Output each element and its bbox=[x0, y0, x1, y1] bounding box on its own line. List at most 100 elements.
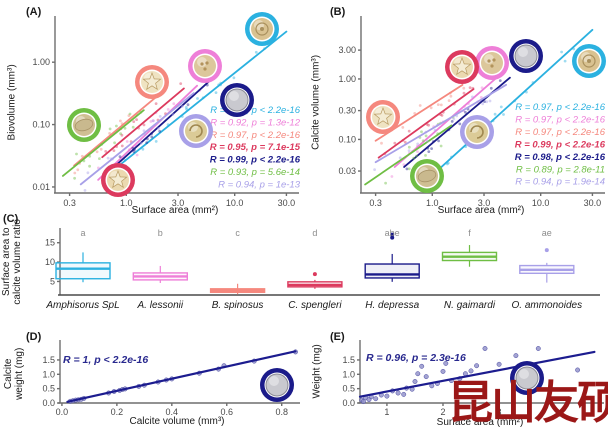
boxplot-spengleri bbox=[287, 272, 343, 289]
organism-badge-amphisorus bbox=[572, 44, 606, 78]
category-label-gaimardi: N. gaimardi bbox=[444, 300, 496, 311]
x-tick-label: 0.3 bbox=[63, 198, 76, 208]
regression-line-ammonoides bbox=[79, 92, 195, 186]
panel-b-y-axis-label: Calcite volume (mm³) bbox=[310, 54, 322, 150]
stat-spinosus: R = 0.97, p < 2.2e-16 bbox=[515, 127, 606, 138]
regression-line-amphisorus bbox=[114, 30, 288, 170]
y-tick-label: 0.01 bbox=[32, 182, 50, 192]
x-tick-label: 2 bbox=[440, 407, 445, 417]
organism-badge-gaimardi bbox=[410, 159, 444, 193]
organism-photo-depressa bbox=[515, 45, 537, 67]
panel-a-x-axis-label: Surface area (mm²) bbox=[131, 205, 219, 216]
panel-c-boxplot: 5 10 15 a Amphisorus SpL b A. lessonii c B. spin… bbox=[45, 228, 600, 311]
stat-gaimardi: R = 0.89, p = 2.8e-11 bbox=[516, 164, 605, 175]
regression-line-amphisorus bbox=[417, 28, 594, 189]
x-tick-label: 1.0 bbox=[120, 198, 133, 208]
organism-photo-depressa bbox=[516, 367, 538, 389]
boxplot-ammonoides bbox=[519, 248, 575, 283]
panel-a-label: (A) bbox=[26, 6, 42, 18]
y-tick-label: 0.03 bbox=[338, 166, 356, 176]
panel-d-chart: 0.0 0.2 0.4 0.6 0.8 0.0 0.5 1.0 1.5 R = 1, p < 2.… bbox=[42, 340, 300, 417]
organism-badge-depressa bbox=[509, 39, 543, 73]
panel-b-x-axis-label: Surface area (mm²) bbox=[437, 205, 525, 216]
regression-line-spengleri bbox=[377, 88, 475, 159]
category-label-spinosus: B. spinosus bbox=[212, 300, 264, 311]
stat-amphisorus: R = 0.99, p < 2.2e-16 bbox=[210, 105, 301, 116]
organism-photo-ammonoides bbox=[466, 121, 488, 143]
x-tick-label: 0.8 bbox=[275, 407, 288, 417]
category-label-depressa: H. depressa bbox=[365, 300, 419, 311]
panel-b-label: (B) bbox=[330, 6, 346, 18]
panel-e-x-axis-label: Surface area (mm²) bbox=[436, 417, 524, 428]
regression-line-gaimardi bbox=[364, 124, 453, 186]
y-tick-label: 0.0 bbox=[342, 398, 355, 408]
outlier-point bbox=[390, 232, 395, 237]
significance-letter-gaimardi: f bbox=[468, 228, 471, 238]
boxplot-depressa bbox=[364, 232, 420, 282]
y-tick-label: 1.0 bbox=[342, 369, 355, 379]
stat-lessonii: R = 0.97, p < 2.2e-16 bbox=[515, 114, 606, 125]
y-tick-label: 0.10 bbox=[338, 134, 356, 144]
boxplot-spinosus bbox=[209, 283, 266, 295]
series-amphisorus bbox=[114, 30, 288, 170]
y-tick-label: 5 bbox=[50, 276, 55, 286]
significance-letter-lessonii: b bbox=[158, 228, 163, 238]
regression-line-spinosus bbox=[73, 95, 158, 167]
y-tick-label: 0.10 bbox=[32, 120, 50, 130]
series-spengleri bbox=[101, 82, 185, 159]
stat-depressa: R = 0.98, p < 2.2e-16 bbox=[515, 152, 606, 163]
regression-line-spengleri bbox=[101, 87, 185, 159]
regression-line bbox=[358, 350, 596, 398]
boxplot-gaimardi bbox=[441, 245, 498, 267]
significance-letter-spinosus: c bbox=[235, 228, 240, 238]
x-tick-label: 3 bbox=[497, 407, 502, 417]
x-tick-label: 0.6 bbox=[221, 407, 234, 417]
regression-line bbox=[66, 350, 297, 403]
category-label-lessonii: A. lessonii bbox=[137, 300, 184, 311]
series-calcite bbox=[66, 349, 298, 404]
x-tick-label: 10.0 bbox=[226, 198, 244, 208]
stat-gaimardi: R = 0.93, p = 5.6e-14 bbox=[210, 167, 300, 178]
y-tick-label: 1.0 bbox=[42, 369, 55, 379]
organism-photo-ammonoides bbox=[185, 120, 207, 142]
stat-ammonoides: R = 0.94, p = 1.9e-14 bbox=[515, 177, 605, 188]
panel-e-chart: 1 2 3 0.0 0.5 1.0 1.5 R = 0.96, p = 2.3e-16 bbox=[342, 340, 604, 417]
x-tick-label: 30.0 bbox=[584, 198, 602, 208]
boxplot-lessonii bbox=[132, 265, 189, 283]
x-tick-label: 0.2 bbox=[111, 407, 124, 417]
series-calcite bbox=[358, 346, 596, 405]
series-ammonoides bbox=[373, 83, 508, 172]
x-tick-label: 30.0 bbox=[278, 198, 296, 208]
organism-badge-spengleri bbox=[101, 163, 135, 197]
panel-a-y-axis-label: Biovolume (mm³) bbox=[6, 64, 18, 141]
y-tick-label: 1.00 bbox=[32, 57, 50, 67]
category-label-amphisorus: Amphisorus SpL bbox=[45, 300, 119, 311]
panel-d-y-axis-label: Calcite weight (mg) bbox=[3, 347, 25, 400]
y-tick-label: 0.5 bbox=[42, 384, 55, 394]
regression-line-ammonoides bbox=[374, 83, 508, 164]
stat-annotation: R = 1, p < 2.2e-16 bbox=[63, 354, 148, 366]
stat-amphisorus: R = 0.97, p < 2.2e-16 bbox=[515, 102, 606, 113]
organism-badge-ammonoides bbox=[179, 114, 213, 148]
x-tick-label: 3.0 bbox=[478, 198, 491, 208]
watermark-text: 昆山友硕 bbox=[448, 376, 608, 429]
x-tick-label: 10.0 bbox=[532, 198, 550, 208]
stat-spengleri: R = 0.99, p < 2.2e-16 bbox=[515, 139, 606, 150]
organism-badge-ammonoides bbox=[460, 115, 494, 149]
organism-photo-lessonii bbox=[481, 52, 503, 74]
y-tick-label: 1.5 bbox=[42, 355, 55, 365]
organism-badge-lessonii bbox=[475, 46, 509, 80]
series-gaimardi bbox=[61, 109, 145, 180]
organism-badge-depressa bbox=[220, 83, 254, 117]
organism-badge-spinosus bbox=[135, 65, 169, 99]
panel-c-label: (C) bbox=[3, 213, 19, 225]
significance-letter-amphisorus: a bbox=[80, 228, 85, 238]
organism-badge-spinosus bbox=[366, 100, 400, 134]
category-label-ammonoides: O. ammonoides bbox=[512, 300, 583, 311]
x-tick-label: 1.0 bbox=[426, 198, 439, 208]
outlier-point bbox=[390, 235, 395, 240]
organism-badge-lessonii bbox=[188, 49, 222, 83]
stat-spengleri: R = 0.95, p = 7.1e-15 bbox=[210, 142, 301, 153]
organism-photo-lessonii bbox=[194, 55, 216, 77]
